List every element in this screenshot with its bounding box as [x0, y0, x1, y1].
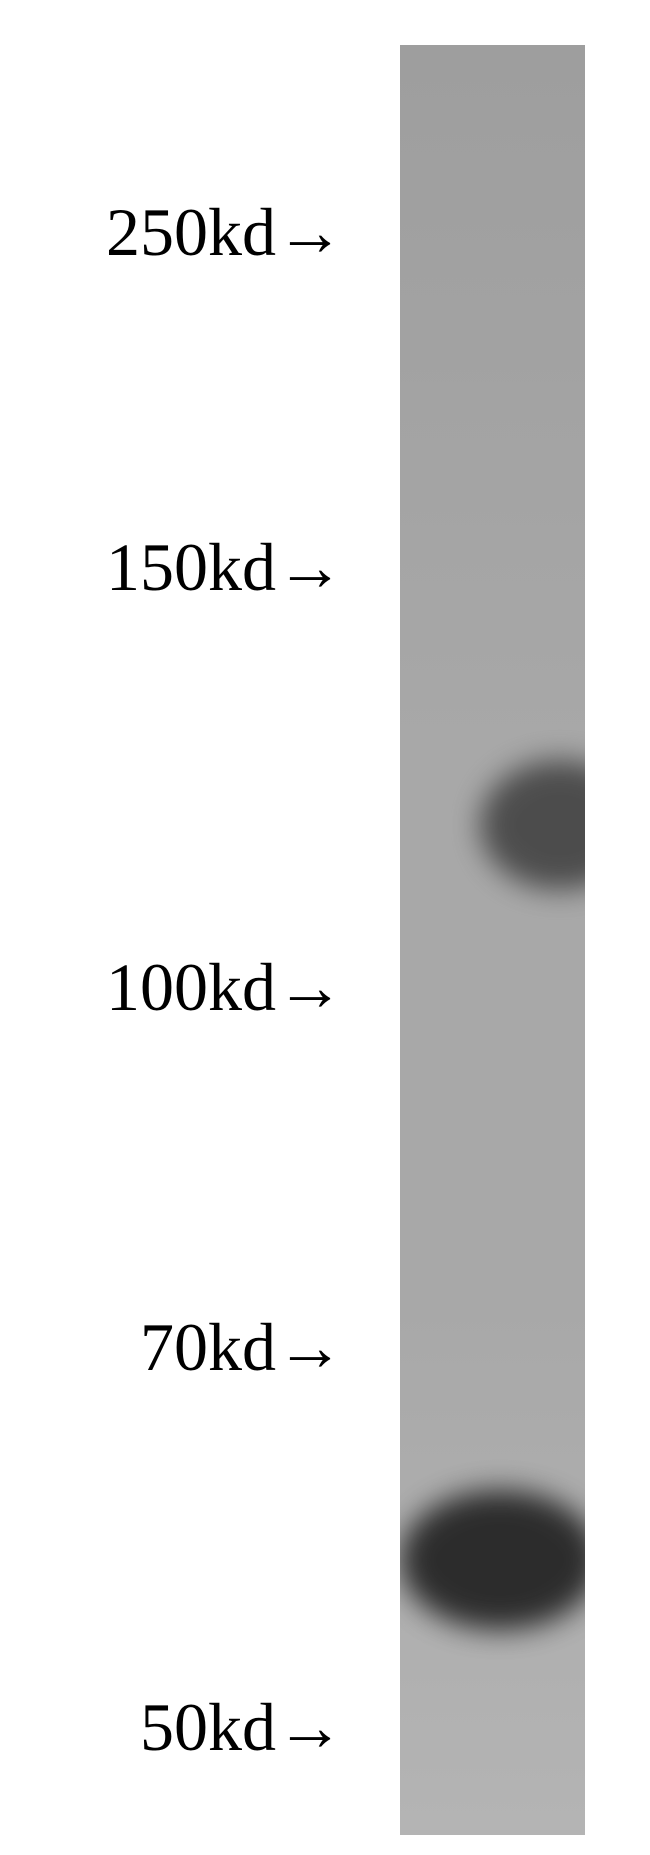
marker-label-100kd: 100kd→	[14, 953, 344, 1021]
arrow-right-icon: →	[276, 529, 344, 605]
marker-label-250kd: 250kd→	[14, 198, 344, 266]
marker-label-70kd: 70kd→	[54, 1313, 344, 1381]
blot-figure: 250kd→150kd→100kd→70kd→50kd→ WWW.PTGLAB.…	[0, 0, 650, 1855]
arrow-right-icon: →	[276, 949, 344, 1025]
marker-value: 250kd	[106, 194, 276, 270]
band-lower	[400, 1490, 585, 1630]
marker-label-150kd: 150kd→	[14, 533, 344, 601]
marker-value: 50kd	[140, 1689, 276, 1765]
arrow-right-icon: →	[276, 1309, 344, 1385]
marker-value: 70kd	[140, 1309, 276, 1385]
arrow-right-icon: →	[276, 194, 344, 270]
blot-lane	[400, 45, 585, 1835]
marker-value: 150kd	[106, 529, 276, 605]
arrow-right-icon: →	[276, 1689, 344, 1765]
marker-label-50kd: 50kd→	[54, 1693, 344, 1761]
marker-value: 100kd	[106, 949, 276, 1025]
